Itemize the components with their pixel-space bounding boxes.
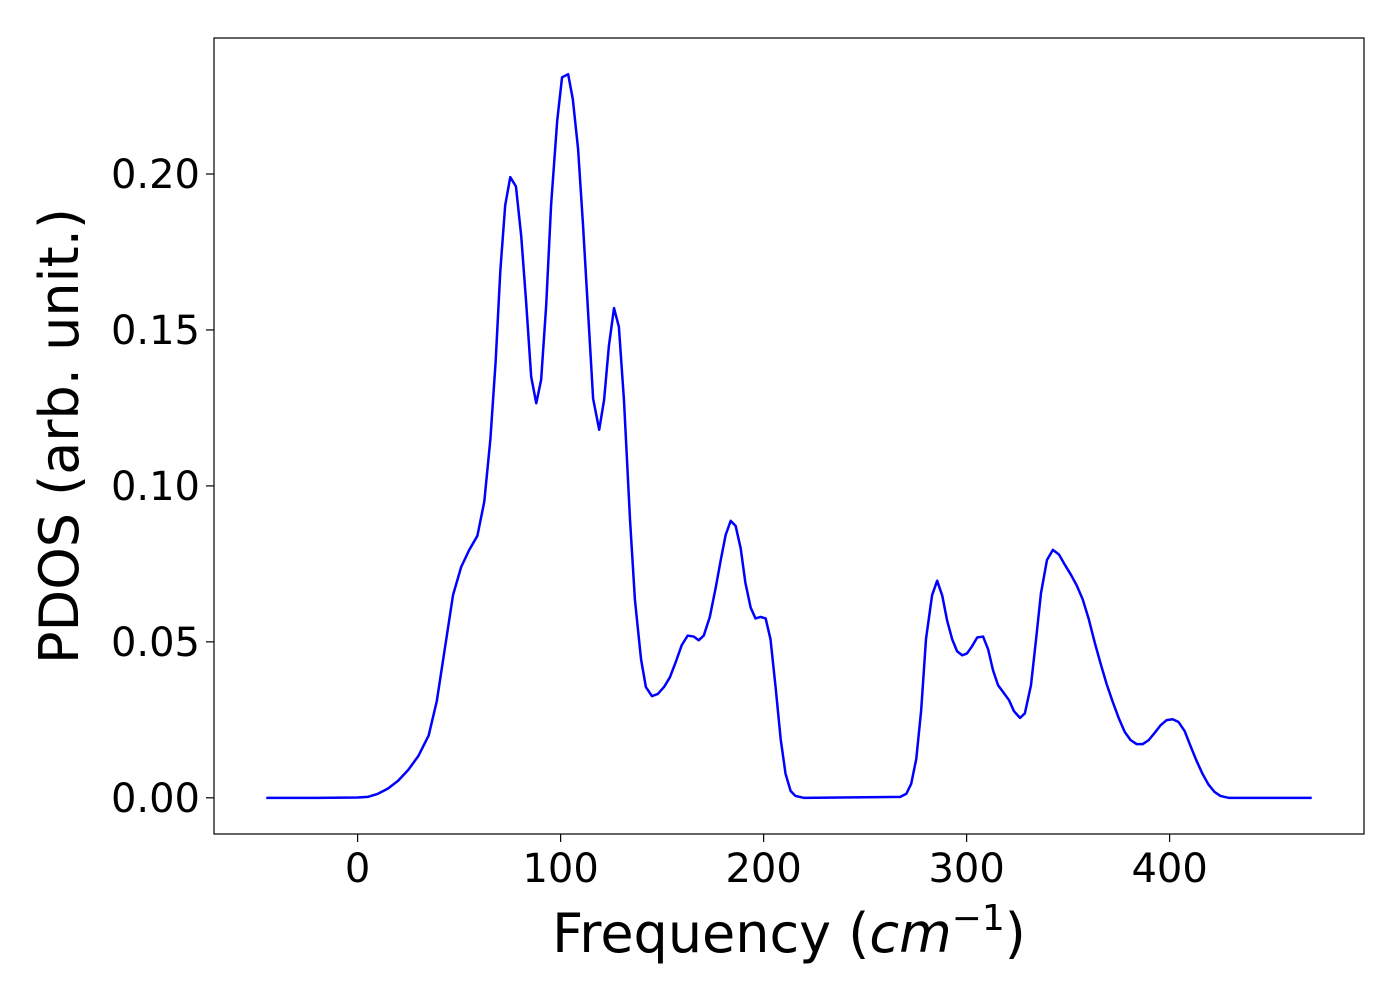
x-label-part: cm xyxy=(869,902,951,965)
y-tick-label: 0.10 xyxy=(111,464,200,510)
y-axis-label: PDOS (arb. unit.) xyxy=(28,208,91,664)
x-tick-label: 300 xyxy=(928,846,1004,892)
y-tick-label: 0.15 xyxy=(111,308,200,354)
y-tick-label: 0.05 xyxy=(111,620,200,666)
x-tick-label: 100 xyxy=(522,846,598,892)
x-label-part: −1 xyxy=(952,898,1005,939)
data-line xyxy=(266,72,1312,800)
x-axis-label: Frequency (cm−1) xyxy=(552,898,1026,965)
y-tick-label: 0.20 xyxy=(111,152,200,198)
x-tick-label: 0 xyxy=(345,846,370,892)
y-tick-label: 0.00 xyxy=(111,776,200,822)
x-label-part: ) xyxy=(1005,902,1026,965)
x-tick-label: 400 xyxy=(1131,846,1207,892)
x-label-part: Frequency ( xyxy=(552,902,869,965)
x-tick-label: 200 xyxy=(725,846,801,892)
plot-frame xyxy=(213,37,1365,835)
